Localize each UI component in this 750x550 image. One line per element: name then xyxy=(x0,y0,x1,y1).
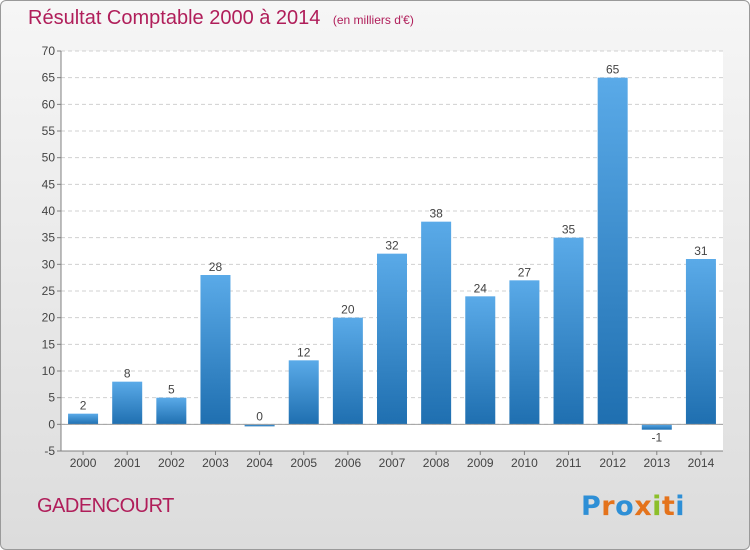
title-row: Résultat Comptable 2000 à 2014 (en milli… xyxy=(28,7,414,30)
bar xyxy=(156,397,187,425)
commune-name: GADENCOURT xyxy=(37,495,174,517)
data-label: 20 xyxy=(341,303,355,317)
logo-letter: i xyxy=(652,491,662,522)
logo-letter: o xyxy=(615,491,635,522)
data-label: 2 xyxy=(80,399,87,413)
x-tick-label: 2014 xyxy=(688,456,715,470)
proxiti-logo: Proxiti xyxy=(581,491,685,522)
chart-title: Résultat Comptable 2000 à 2014 xyxy=(28,7,321,29)
bar xyxy=(200,275,231,425)
data-label: 28 xyxy=(209,260,223,274)
x-tick-label: 2001 xyxy=(114,456,141,470)
bar xyxy=(332,317,363,425)
y-tick-label: 25 xyxy=(42,284,56,298)
y-tick-label: 15 xyxy=(42,337,56,351)
bar xyxy=(641,424,672,430)
chart-subtitle: (en milliers d'€) xyxy=(332,13,414,27)
data-label: 5 xyxy=(168,383,175,397)
x-tick-label: 2007 xyxy=(379,456,406,470)
data-label: 0 xyxy=(256,409,263,423)
x-tick-label: 2003 xyxy=(202,456,229,470)
bar xyxy=(553,237,584,425)
logo-letter: r xyxy=(601,491,616,522)
y-tick-label: 5 xyxy=(48,391,55,405)
data-label: 31 xyxy=(694,244,708,258)
x-tick-label: 2004 xyxy=(246,456,273,470)
x-tick-label: 2008 xyxy=(423,456,450,470)
bar xyxy=(377,253,407,425)
y-tick-label: -5 xyxy=(44,444,55,458)
logo-letter: x xyxy=(634,491,653,522)
bar xyxy=(465,296,496,425)
bar xyxy=(421,221,452,425)
logo-letter: P xyxy=(581,491,602,522)
bar xyxy=(685,259,716,425)
data-label: 27 xyxy=(518,265,532,279)
y-tick-label: 50 xyxy=(42,151,56,165)
x-tick-label: 2009 xyxy=(467,456,494,470)
x-tick-label: 2006 xyxy=(335,456,362,470)
bar xyxy=(288,360,319,425)
bar xyxy=(597,77,628,425)
data-label: 65 xyxy=(606,63,620,77)
x-tick-label: 2005 xyxy=(290,456,317,470)
bar xyxy=(112,381,143,425)
y-tick-label: 0 xyxy=(48,417,55,431)
y-tick-label: 70 xyxy=(42,44,56,58)
y-tick-label: 10 xyxy=(42,364,56,378)
logo-letter: t xyxy=(661,491,676,522)
data-label: 24 xyxy=(474,281,488,295)
y-tick-label: 45 xyxy=(42,177,56,191)
bar xyxy=(68,413,99,425)
y-tick-label: 20 xyxy=(42,311,56,325)
data-label: 35 xyxy=(562,223,576,237)
x-tick-label: 2013 xyxy=(643,456,670,470)
x-tick-label: 2012 xyxy=(599,456,626,470)
data-label: -1 xyxy=(651,431,662,445)
y-tick-label: 55 xyxy=(42,124,56,138)
data-label: 32 xyxy=(385,239,399,253)
data-label: 12 xyxy=(297,345,311,359)
bar xyxy=(244,424,275,427)
y-tick-label: 40 xyxy=(42,204,56,218)
bar xyxy=(509,280,540,425)
y-tick-label: 60 xyxy=(42,97,56,111)
logo-letter: i xyxy=(675,491,686,522)
y-tick-label: 35 xyxy=(42,231,56,245)
data-label: 8 xyxy=(124,367,131,381)
x-tick-label: 2000 xyxy=(70,456,97,470)
x-tick-label: 2002 xyxy=(158,456,185,470)
data-label: 38 xyxy=(429,207,443,221)
x-tick-label: 2010 xyxy=(511,456,538,470)
y-tick-label: 65 xyxy=(42,71,56,85)
x-tick-label: 2011 xyxy=(556,456,582,470)
y-tick-label: 30 xyxy=(42,257,56,271)
